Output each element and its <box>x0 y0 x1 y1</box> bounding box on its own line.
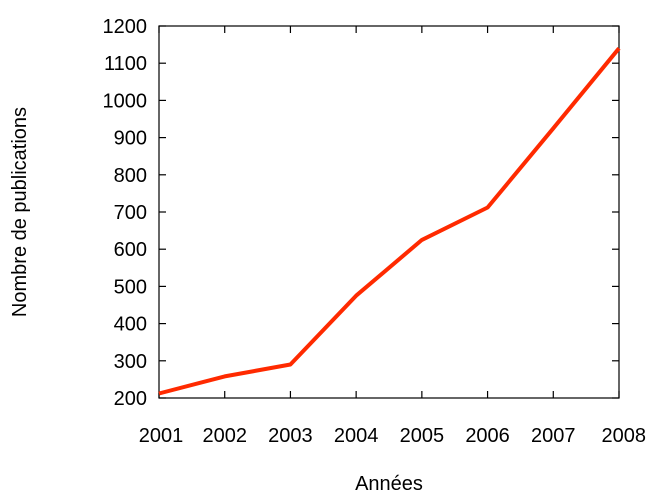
x-tick-label: 2001 <box>139 425 184 447</box>
x-tick-label: 2006 <box>465 425 510 447</box>
y-tick-label: 1200 <box>103 16 148 38</box>
plot-frame <box>158 25 620 399</box>
y-tick-label: 200 <box>114 388 147 410</box>
x-tick-label: 2004 <box>334 425 379 447</box>
y-tick-label: 700 <box>114 202 147 224</box>
x-tick-label: 2003 <box>268 425 313 447</box>
y-tick-label: 1000 <box>103 90 148 112</box>
y-axis-ticks: 200 300 400 500 600 700 800 900 1000 1100 1200 <box>103 16 619 410</box>
x-axis-title: Années <box>355 473 423 495</box>
y-axis-title: Nombre de publications <box>9 107 31 317</box>
series-line-0 <box>158 47 621 396</box>
x-tick-label: 2002 <box>202 425 247 447</box>
y-tick-label: 400 <box>114 314 147 336</box>
x-tick-label: 2007 <box>531 425 576 447</box>
x-axis-ticks: 2001 2002 2003 2004 2005 2006 2007 2008 <box>139 26 646 447</box>
y-tick-label: 1100 <box>104 53 147 75</box>
y-tick-label: 300 <box>114 351 147 373</box>
y-tick-label: 600 <box>114 239 147 261</box>
y-tick-label: 500 <box>114 276 147 298</box>
series-layer <box>158 47 621 396</box>
y-tick-label: 800 <box>114 165 147 187</box>
y-tick-label: 900 <box>114 128 147 150</box>
x-tick-label: 2005 <box>400 425 445 447</box>
x-tick-label: 2008 <box>602 425 647 447</box>
